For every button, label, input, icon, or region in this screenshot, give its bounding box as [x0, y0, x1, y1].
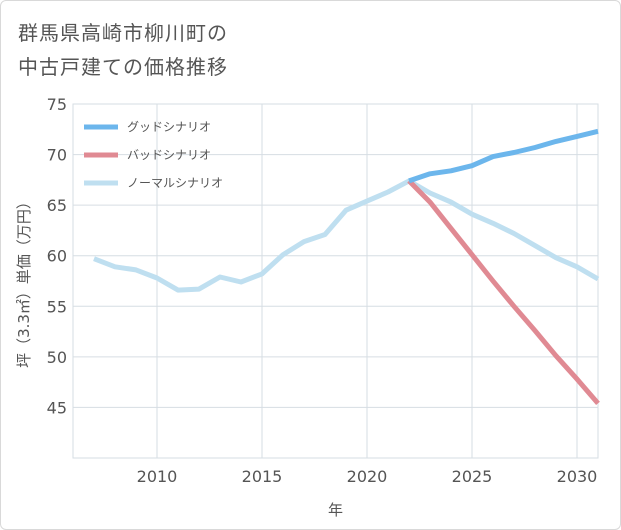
y-tick-label: 75 [47, 95, 67, 114]
y-axis-label: 坪（3.3㎡）単価（万円） [15, 194, 33, 368]
x-tick-label: 2025 [452, 467, 493, 486]
y-tick-label: 65 [47, 196, 67, 215]
x-tick-label: 2010 [137, 467, 178, 486]
legend-label-0: グッドシナリオ [127, 120, 211, 134]
legend-label-2: ノーマルシナリオ [127, 176, 223, 190]
x-tick-label: 2030 [557, 467, 598, 486]
y-tick-label: 50 [47, 348, 67, 367]
y-axis-ticks: 45 50 55 60 65 70 75 [47, 95, 67, 417]
x-tick-label: 2015 [242, 467, 283, 486]
chart-title-line-1: 群馬県高崎市柳川町の [18, 21, 228, 45]
x-axis-ticks: 2010 2015 2020 2025 2030 [137, 467, 598, 486]
x-axis-label: 年 [328, 501, 343, 519]
series-lines [93, 128, 600, 406]
y-tick-label: 45 [47, 398, 67, 417]
y-tick-label: 60 [47, 247, 67, 266]
y-tick-label: 70 [47, 146, 67, 165]
series-line-1 [407, 179, 600, 406]
series-line-2 [93, 178, 600, 293]
legend-label-1: バッドシナリオ [127, 148, 211, 162]
y-tick-label: 55 [47, 297, 67, 316]
x-tick-label: 2020 [347, 467, 388, 486]
chart-title-line-2: 中古戸建ての価格推移 [18, 55, 228, 79]
series-line-0 [408, 128, 599, 184]
